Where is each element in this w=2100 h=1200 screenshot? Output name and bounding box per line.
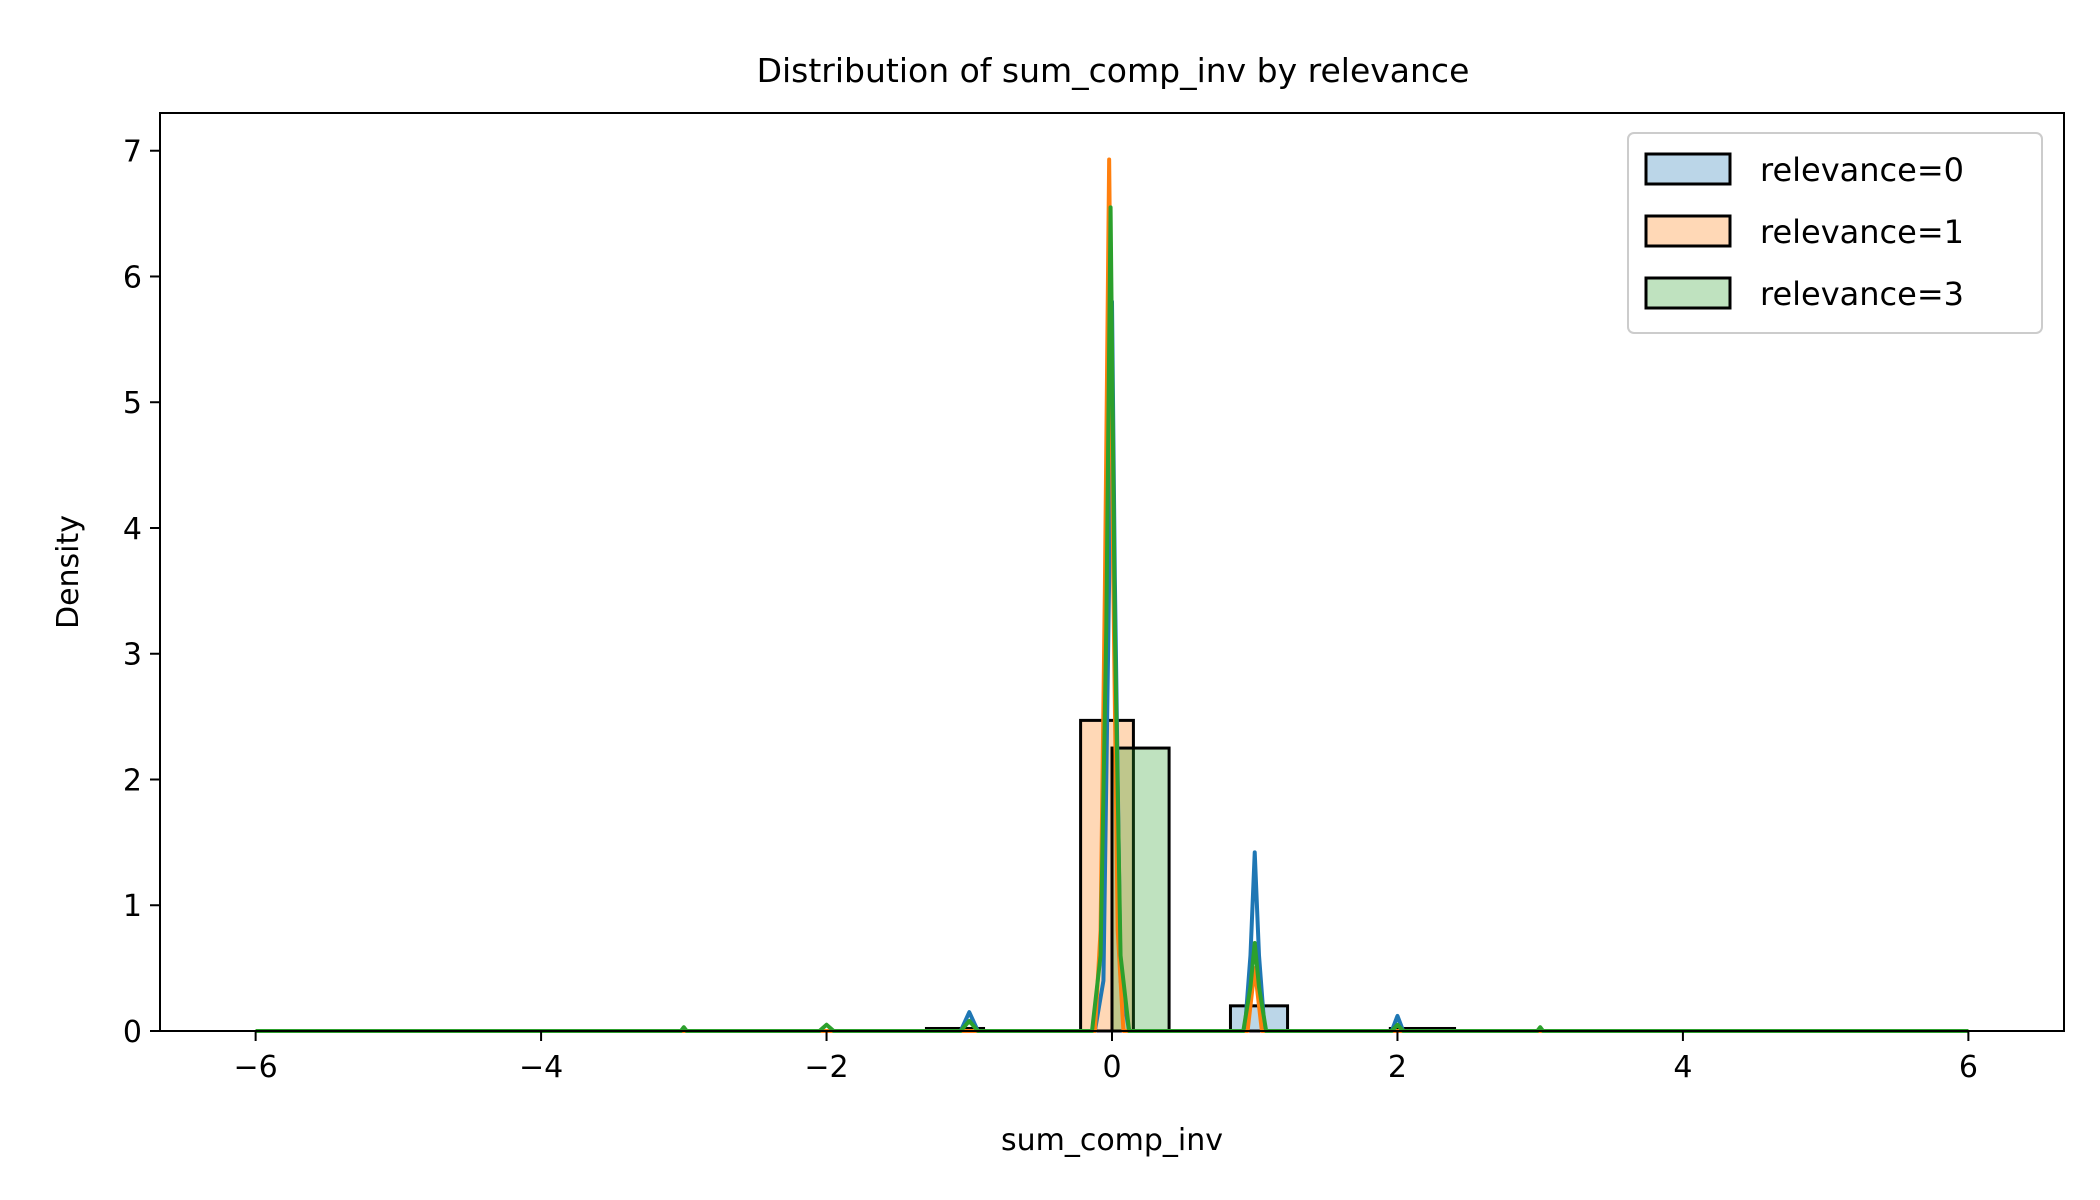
y-tick-label: 1 — [123, 889, 142, 924]
y-tick-label: 7 — [123, 135, 142, 170]
kde-line — [255, 205, 1969, 1033]
legend-swatch — [1644, 152, 1732, 186]
legend-item[interactable]: relevance=0 — [1644, 151, 1964, 189]
y-axis-ticks: 0 1 2 3 4 5 6 7 — [123, 135, 160, 1050]
x-tick-label: −4 — [519, 1050, 563, 1085]
x-tick-label: −6 — [234, 1050, 278, 1085]
y-tick-label: 0 — [123, 1015, 142, 1050]
x-tick-label: 6 — [1959, 1050, 1978, 1085]
histogram-bars — [924, 718, 1457, 1033]
x-tick-label: 2 — [1388, 1050, 1407, 1085]
x-axis-label: sum_comp_inv — [1001, 1123, 1223, 1158]
legend-label: relevance=1 — [1760, 213, 1964, 251]
y-tick-label: 5 — [123, 386, 142, 421]
x-tick-label: 0 — [1102, 1050, 1121, 1085]
chart-title: Distribution of sum_comp_inv by relevanc… — [757, 51, 1470, 90]
legend-label: relevance=3 — [1760, 275, 1964, 313]
plot-frame — [159, 112, 2065, 1032]
legend-item[interactable]: relevance=3 — [1644, 275, 1964, 313]
y-tick-label: 4 — [123, 512, 142, 547]
x-axis-ticks: −6 −4 −2 0 2 4 6 — [234, 1031, 1978, 1085]
x-tick-label: −2 — [804, 1050, 848, 1085]
legend[interactable]: relevance=0 relevance=1 relevance=3 — [1627, 132, 2043, 334]
legend-item[interactable]: relevance=1 — [1644, 213, 1964, 251]
y-axis-label: Density — [51, 515, 86, 629]
y-tick-label: 6 — [123, 260, 142, 295]
legend-label: relevance=0 — [1760, 151, 1964, 189]
y-tick-label: 2 — [123, 763, 142, 798]
x-tick-label: 4 — [1673, 1050, 1692, 1085]
legend-swatch — [1644, 276, 1732, 310]
y-tick-label: 3 — [123, 638, 142, 673]
legend-swatch — [1644, 214, 1732, 248]
